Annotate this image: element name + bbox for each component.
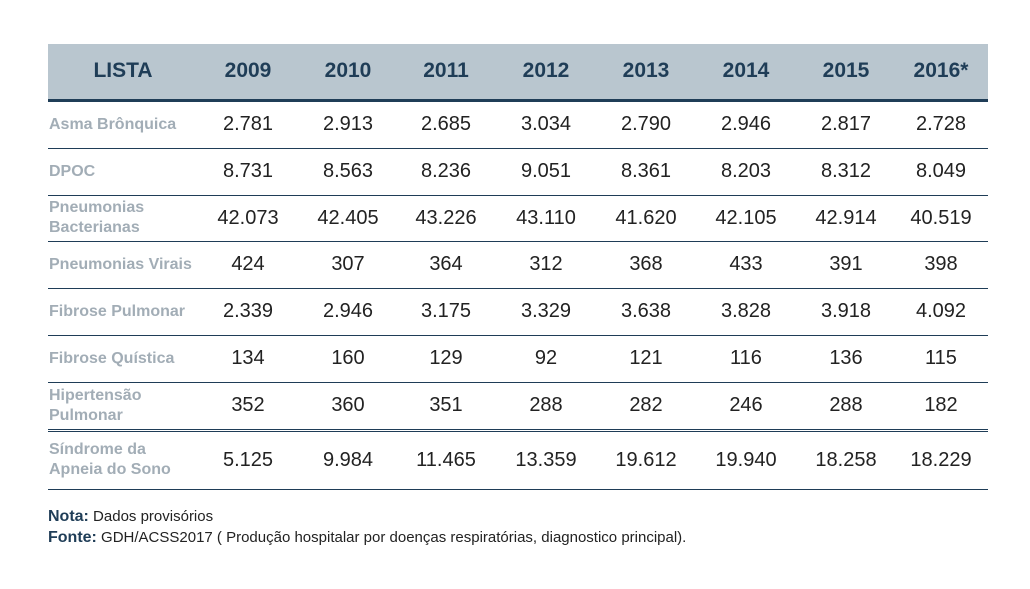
table-cell: 282 bbox=[598, 382, 694, 432]
header-2011: 2011 bbox=[398, 44, 494, 102]
table-cell: 2.790 bbox=[598, 100, 694, 149]
table-cell: 3.329 bbox=[494, 288, 598, 336]
table-cell: 246 bbox=[694, 382, 798, 432]
table-cell: 2.817 bbox=[798, 100, 894, 149]
header-2014: 2014 bbox=[694, 44, 798, 102]
table-cell: 3.034 bbox=[494, 100, 598, 149]
table-cell: 19.612 bbox=[598, 430, 694, 490]
nota-text: Dados provisórios bbox=[88, 508, 214, 525]
table-cell: 391 bbox=[798, 241, 894, 289]
table-cell: 351 bbox=[398, 382, 494, 432]
table-row: Fibrose Quística 134 160 129 92 121 116 … bbox=[48, 335, 988, 383]
table-cell: 2.913 bbox=[298, 100, 398, 149]
header-2009: 2009 bbox=[198, 44, 298, 102]
row-label: Asma Brônquica bbox=[48, 100, 198, 149]
table-cell: 288 bbox=[798, 382, 894, 432]
table-cell: 368 bbox=[598, 241, 694, 289]
table-cell: 312 bbox=[494, 241, 598, 289]
table-row: Pneumonias Virais 424 307 364 312 368 43… bbox=[48, 241, 988, 289]
table-cell: 42.073 bbox=[198, 195, 298, 242]
row-label: Pneumonias Virais bbox=[48, 241, 198, 289]
respiratory-diseases-table: LISTA 2009 2010 2011 2012 2013 2014 2015… bbox=[48, 44, 988, 490]
table-cell: 121 bbox=[598, 335, 694, 383]
table-cell: 42.105 bbox=[694, 195, 798, 242]
row-label: Fibrose Quística bbox=[48, 335, 198, 383]
data-table-container: LISTA 2009 2010 2011 2012 2013 2014 2015… bbox=[48, 44, 988, 490]
table-row: Hipertensão Pulmonar 352 360 351 288 282… bbox=[48, 382, 988, 432]
table-cell: 116 bbox=[694, 335, 798, 383]
table-row: Pneumonias Bacterianas 42.073 42.405 43.… bbox=[48, 195, 988, 242]
header-2010: 2010 bbox=[298, 44, 398, 102]
table-cell: 2.781 bbox=[198, 100, 298, 149]
table-cell: 433 bbox=[694, 241, 798, 289]
row-label: Pneumonias Bacterianas bbox=[48, 195, 198, 242]
table-cell: 11.465 bbox=[398, 430, 494, 490]
table-cell: 8.049 bbox=[894, 148, 988, 196]
table-cell: 42.405 bbox=[298, 195, 398, 242]
table-cell: 136 bbox=[798, 335, 894, 383]
table-cell: 13.359 bbox=[494, 430, 598, 490]
table-cell: 9.984 bbox=[298, 430, 398, 490]
table-cell: 19.940 bbox=[694, 430, 798, 490]
table-cell: 288 bbox=[494, 382, 598, 432]
table-row: Asma Brônquica 2.781 2.913 2.685 3.034 2… bbox=[48, 100, 988, 149]
header-2015: 2015 bbox=[798, 44, 894, 102]
table-cell: 43.110 bbox=[494, 195, 598, 242]
table-cell: 129 bbox=[398, 335, 494, 383]
table-cell: 8.312 bbox=[798, 148, 894, 196]
header-2013: 2013 bbox=[598, 44, 694, 102]
table-cell: 307 bbox=[298, 241, 398, 289]
table-cell: 4.092 bbox=[894, 288, 988, 336]
table-cell: 43.226 bbox=[398, 195, 494, 242]
table-cell: 18.229 bbox=[894, 430, 988, 490]
table-cell: 134 bbox=[198, 335, 298, 383]
header-lista: LISTA bbox=[48, 44, 198, 102]
header-2012: 2012 bbox=[494, 44, 598, 102]
table-cell: 2.946 bbox=[694, 100, 798, 149]
table-cell: 9.051 bbox=[494, 148, 598, 196]
fonte-line: Fonte: GDH/ACSS2017 ( Produção hospitala… bbox=[48, 527, 686, 548]
fonte-label: Fonte: bbox=[48, 529, 97, 546]
table-cell: 5.125 bbox=[198, 430, 298, 490]
table-row: Fibrose Pulmonar 2.339 2.946 3.175 3.329… bbox=[48, 288, 988, 336]
table-cell: 8.203 bbox=[694, 148, 798, 196]
table-cell: 2.728 bbox=[894, 100, 988, 149]
header-2016: 2016* bbox=[894, 44, 988, 102]
table-cell: 160 bbox=[298, 335, 398, 383]
nota-line: Nota: Dados provisórios bbox=[48, 506, 686, 527]
table-cell: 3.175 bbox=[398, 288, 494, 336]
table-cell: 8.731 bbox=[198, 148, 298, 196]
table-cell: 2.339 bbox=[198, 288, 298, 336]
table-cell: 8.563 bbox=[298, 148, 398, 196]
table-notes: Nota: Dados provisórios Fonte: GDH/ACSS2… bbox=[48, 506, 686, 548]
nota-label: Nota: bbox=[48, 508, 89, 525]
row-label: Hipertensão Pulmonar bbox=[48, 382, 198, 432]
table-cell: 3.828 bbox=[694, 288, 798, 336]
table-cell: 92 bbox=[494, 335, 598, 383]
row-label: Síndrome da Apneia do Sono bbox=[48, 430, 198, 490]
table-cell: 18.258 bbox=[798, 430, 894, 490]
table-row: DPOC 8.731 8.563 8.236 9.051 8.361 8.203… bbox=[48, 148, 988, 196]
row-label: DPOC bbox=[48, 148, 198, 196]
table-cell: 424 bbox=[198, 241, 298, 289]
table-row: Síndrome da Apneia do Sono 5.125 9.984 1… bbox=[48, 430, 988, 490]
table-cell: 2.685 bbox=[398, 100, 494, 149]
table-cell: 40.519 bbox=[894, 195, 988, 242]
table-cell: 41.620 bbox=[598, 195, 694, 242]
table-cell: 3.638 bbox=[598, 288, 694, 336]
table-cell: 398 bbox=[894, 241, 988, 289]
row-label: Fibrose Pulmonar bbox=[48, 288, 198, 336]
table-cell: 115 bbox=[894, 335, 988, 383]
table-cell: 3.918 bbox=[798, 288, 894, 336]
table-cell: 8.361 bbox=[598, 148, 694, 196]
table-cell: 42.914 bbox=[798, 195, 894, 242]
table-cell: 182 bbox=[894, 382, 988, 432]
table-cell: 8.236 bbox=[398, 148, 494, 196]
table-cell: 364 bbox=[398, 241, 494, 289]
fonte-text: GDH/ACSS2017 ( Produção hospitalar por d… bbox=[96, 529, 687, 546]
table-cell: 360 bbox=[298, 382, 398, 432]
table-cell: 352 bbox=[198, 382, 298, 432]
table-cell: 2.946 bbox=[298, 288, 398, 336]
table-header-row: LISTA 2009 2010 2011 2012 2013 2014 2015… bbox=[48, 44, 988, 102]
